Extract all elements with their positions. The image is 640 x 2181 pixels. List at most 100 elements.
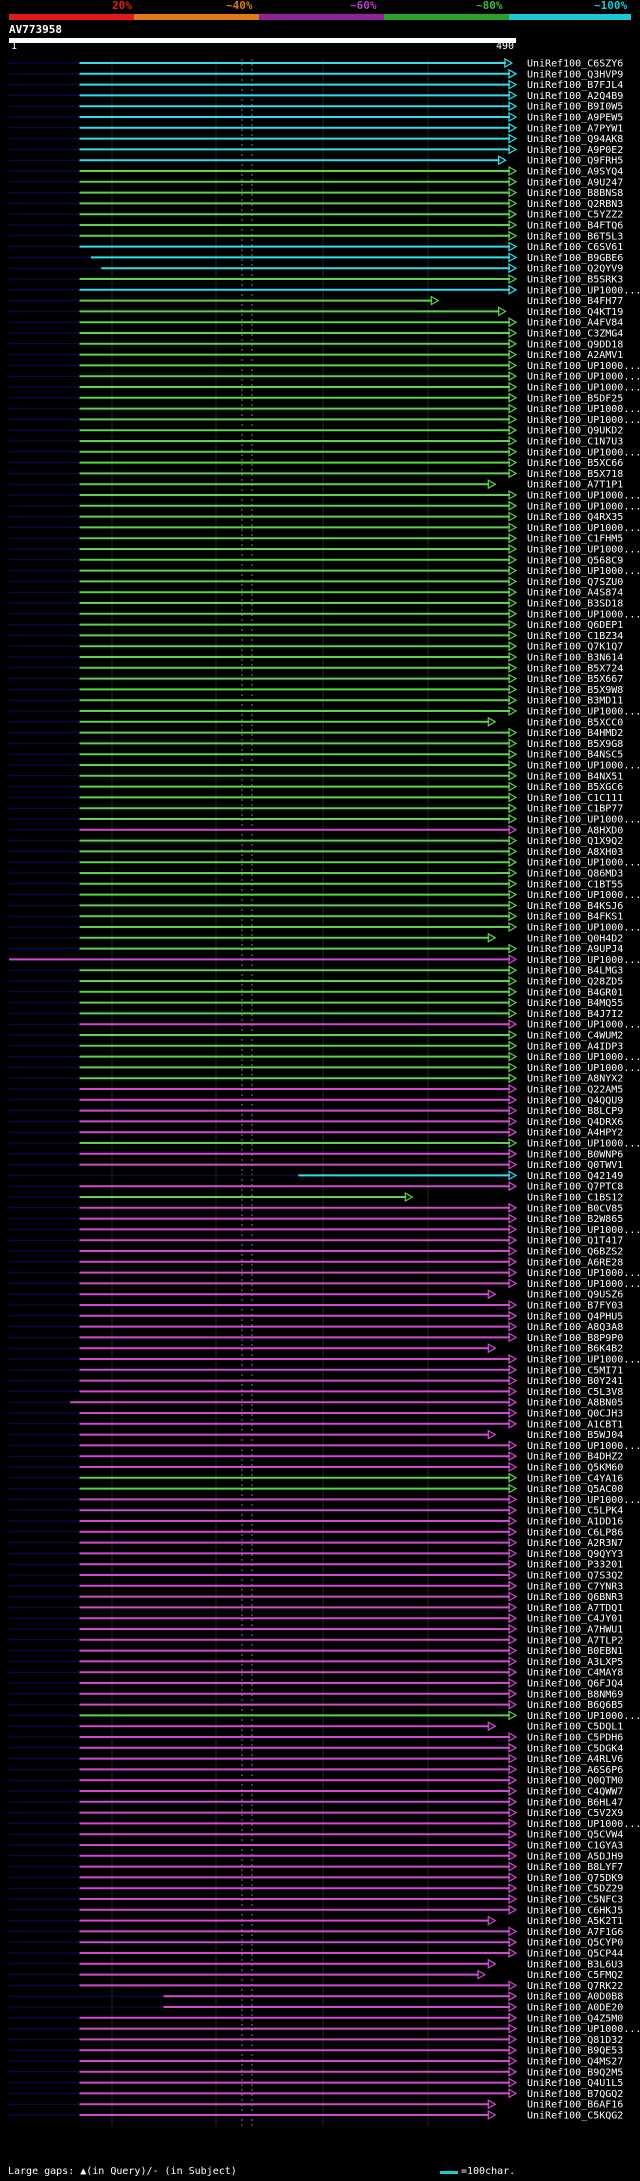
- hit-label[interactable]: UniRef100_B6K4B2: [527, 1344, 623, 1355]
- hit-label[interactable]: UniRef100_C4QWW7: [527, 1787, 623, 1798]
- hit-label[interactable]: UniRef100_B7FJL4: [527, 80, 623, 91]
- hit-label[interactable]: UniRef100_B9QE53: [527, 2046, 623, 2057]
- hit-row[interactable]: UniRef100_Q4KT19: [9, 306, 623, 318]
- hit-row[interactable]: UniRef100_UP1000...: [9, 705, 640, 718]
- hit-label[interactable]: UniRef100_A0D0B8: [527, 1992, 623, 2003]
- hit-label[interactable]: UniRef100_A7F1G6: [527, 1927, 623, 1938]
- hit-row[interactable]: UniRef100_A8Q3A8: [9, 1321, 623, 1333]
- hit-row[interactable]: UniRef100_Q5AC00: [9, 1483, 623, 1495]
- hit-row[interactable]: UniRef100_C5KQG2: [9, 2109, 623, 2122]
- hit-row[interactable]: UniRef100_Q0TWV1: [9, 1159, 623, 1171]
- hit-row[interactable]: UniRef100_B6Q6B5: [9, 1699, 623, 1711]
- hit-row[interactable]: UniRef100_A4S874: [9, 587, 623, 599]
- hit-label[interactable]: UniRef100_A7T1P1: [527, 480, 623, 491]
- hit-row[interactable]: UniRef100_Q22AM5: [9, 1083, 623, 1096]
- hit-label[interactable]: UniRef100_Q4KT19: [527, 307, 623, 318]
- hit-row[interactable]: UniRef100_A9UPJ4: [9, 943, 623, 955]
- hit-label[interactable]: UniRef100_B6HL47: [527, 1797, 623, 1808]
- hit-row[interactable]: UniRef100_C4MAY8: [9, 1667, 623, 1679]
- hit-row[interactable]: UniRef100_Q0CJH3: [9, 1407, 623, 1420]
- hit-row[interactable]: UniRef100_UP1000...: [9, 284, 640, 296]
- hit-row[interactable]: UniRef100_Q94AK8: [9, 133, 623, 145]
- hit-row[interactable]: UniRef100_UP1000...: [9, 371, 640, 383]
- hit-label[interactable]: UniRef100_UP1000...: [527, 545, 640, 556]
- hit-row[interactable]: UniRef100_P33201: [9, 1559, 623, 1571]
- hit-row[interactable]: UniRef100_UP1000...: [9, 954, 640, 966]
- hit-label[interactable]: UniRef100_UP1000...: [527, 923, 640, 934]
- hit-label[interactable]: UniRef100_C7YNR3: [527, 1581, 623, 1592]
- hit-label[interactable]: UniRef100_B5X9W8: [527, 685, 623, 696]
- hit-row[interactable]: UniRef100_C4WUM2: [9, 1029, 623, 1042]
- hit-label[interactable]: UniRef100_B8BNS8: [527, 188, 623, 199]
- hit-row[interactable]: UniRef100_B8NM69: [9, 1688, 623, 1700]
- hit-label[interactable]: UniRef100_UP1000...: [527, 815, 640, 826]
- hit-label[interactable]: UniRef100_UP1000...: [527, 415, 640, 426]
- hit-label[interactable]: UniRef100_C5L3V8: [527, 1387, 623, 1398]
- hit-label[interactable]: UniRef100_UP1000...: [527, 707, 640, 718]
- hit-label[interactable]: UniRef100_Q9DD18: [527, 339, 623, 350]
- hit-row[interactable]: UniRef100_A8BN05: [9, 1397, 623, 1409]
- hit-row[interactable]: UniRef100_UP1000...: [9, 608, 640, 620]
- hit-label[interactable]: UniRef100_Q568C9: [527, 555, 623, 566]
- hit-row[interactable]: UniRef100_B4DHZ2: [9, 1451, 623, 1463]
- hit-row[interactable]: UniRef100_Q7RK22: [9, 1980, 623, 1992]
- hit-label[interactable]: UniRef100_A6RE28: [527, 1257, 623, 1268]
- hit-row[interactable]: UniRef100_C4QWW7: [9, 1785, 623, 1798]
- hit-label[interactable]: UniRef100_Q28ZD5: [527, 977, 623, 988]
- hit-label[interactable]: UniRef100_B5XGC6: [527, 782, 623, 793]
- hit-label[interactable]: UniRef100_C1GYA3: [527, 1841, 623, 1852]
- hit-row[interactable]: UniRef100_B4FH77: [9, 295, 623, 307]
- hit-label[interactable]: UniRef100_C6SV61: [527, 242, 623, 253]
- hit-label[interactable]: UniRef100_C1C111: [527, 793, 623, 804]
- hit-row[interactable]: UniRef100_Q28ZD5: [9, 975, 623, 988]
- hit-label[interactable]: UniRef100_C5NFC3: [527, 1895, 623, 1906]
- hit-row[interactable]: UniRef100_B4NSC5: [9, 749, 623, 761]
- hit-label[interactable]: UniRef100_UP1000...: [527, 1052, 640, 1063]
- hit-row[interactable]: UniRef100_B5X9W8: [9, 684, 623, 696]
- hit-row[interactable]: UniRef100_UP1000...: [9, 1019, 640, 1031]
- hit-label[interactable]: UniRef100_B4NX51: [527, 771, 623, 782]
- hit-label[interactable]: UniRef100_A8Q3A8: [527, 1322, 623, 1333]
- hit-row[interactable]: UniRef100_UP1000...: [9, 414, 640, 426]
- hit-label[interactable]: UniRef100_B4HMD2: [527, 728, 623, 739]
- hit-label[interactable]: UniRef100_Q1X9Q2: [527, 836, 623, 847]
- hit-row[interactable]: UniRef100_B4KSJ6: [9, 900, 623, 912]
- hit-label[interactable]: UniRef100_Q0QTM0: [527, 1776, 623, 1787]
- hit-label[interactable]: UniRef100_Q4RX35: [527, 512, 623, 523]
- hit-label[interactable]: UniRef100_A6S6P6: [527, 1765, 623, 1776]
- hit-row[interactable]: UniRef100_A7TDQ1: [9, 1602, 623, 1614]
- hit-row[interactable]: UniRef100_B3N614: [9, 651, 623, 664]
- hit-label[interactable]: UniRef100_B7QGQ2: [527, 2089, 623, 2100]
- hit-label[interactable]: UniRef100_C5KQG2: [527, 2111, 623, 2122]
- hit-label[interactable]: UniRef100_Q75DK9: [527, 1873, 623, 1884]
- hit-label[interactable]: UniRef100_A3LXP5: [527, 1657, 623, 1668]
- hit-label[interactable]: UniRef100_A7TDQ1: [527, 1603, 623, 1614]
- hit-label[interactable]: UniRef100_B9Q2M5: [527, 2067, 623, 2078]
- hit-label[interactable]: UniRef100_Q4Z5M0: [527, 2013, 623, 2024]
- hit-label[interactable]: UniRef100_B2W865: [527, 1214, 623, 1225]
- hit-row[interactable]: UniRef100_B0CV85: [9, 1202, 623, 1214]
- hit-label[interactable]: UniRef100_C5DGK4: [527, 1743, 623, 1754]
- hit-label[interactable]: UniRef100_Q5KM60: [527, 1463, 623, 1474]
- hit-row[interactable]: UniRef100_UP1000...: [9, 759, 640, 772]
- hit-label[interactable]: UniRef100_Q7S3Q2: [527, 1571, 623, 1582]
- hit-row[interactable]: UniRef100_A2AMV1: [9, 349, 623, 361]
- hit-label[interactable]: UniRef100_Q6DEP1: [527, 620, 623, 631]
- hit-label[interactable]: UniRef100_C6SZY6: [527, 59, 623, 70]
- hit-label[interactable]: UniRef100_A5K2T1: [527, 1916, 623, 1927]
- hit-row[interactable]: UniRef100_B0EBN1: [9, 1645, 623, 1657]
- hit-label[interactable]: UniRef100_C4YA16: [527, 1473, 623, 1484]
- hit-label[interactable]: UniRef100_B0EBN1: [527, 1646, 623, 1657]
- hit-label[interactable]: UniRef100_B0Y241: [527, 1376, 623, 1387]
- hit-row[interactable]: UniRef100_B9QE53: [9, 2045, 623, 2057]
- hit-label[interactable]: UniRef100_Q94AK8: [527, 134, 623, 145]
- hit-row[interactable]: UniRef100_Q0H4D2: [9, 932, 623, 944]
- hit-row[interactable]: UniRef100_B8LYF7: [9, 1861, 623, 1873]
- hit-row[interactable]: UniRef100_A5DJH9: [9, 1850, 623, 1862]
- hit-row[interactable]: UniRef100_A4RLV6: [9, 1753, 623, 1765]
- hit-label[interactable]: UniRef100_A9P0E2: [527, 145, 623, 156]
- hit-row[interactable]: UniRef100_B5DF25: [9, 392, 623, 404]
- hit-label[interactable]: UniRef100_UP1000...: [527, 1020, 640, 1031]
- hit-row[interactable]: UniRef100_B9Q2M5: [9, 2066, 623, 2078]
- hit-row[interactable]: UniRef100_C5YZZ2: [9, 209, 623, 221]
